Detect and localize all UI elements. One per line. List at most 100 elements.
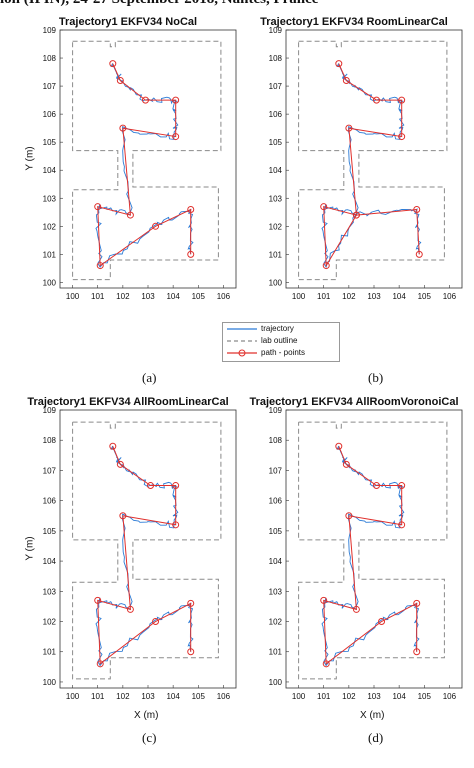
y-tick-label: 108 xyxy=(269,54,283,63)
path-point-marker xyxy=(187,648,195,656)
legend-label: path - points xyxy=(261,348,306,357)
y-tick-label: 109 xyxy=(43,406,57,415)
x-tick-label: 103 xyxy=(367,292,381,301)
path-point-marker xyxy=(345,124,353,132)
x-tick-label: 100 xyxy=(292,692,306,701)
panel-caption: (c) xyxy=(142,730,157,745)
path-point-marker xyxy=(147,482,155,490)
x-tick-label: 103 xyxy=(367,692,381,701)
path-point-marker xyxy=(373,482,381,490)
x-tick-label: 106 xyxy=(217,292,231,301)
path-point-marker xyxy=(342,76,350,84)
path-point-marker xyxy=(352,605,360,613)
x-tick-label: 105 xyxy=(192,692,206,701)
y-tick-label: 107 xyxy=(43,466,57,475)
path-point-marker xyxy=(172,521,180,529)
y-tick-label: 101 xyxy=(269,648,283,657)
legend-marker xyxy=(238,349,246,357)
path-point-marker xyxy=(322,262,330,270)
x-tick-label: 101 xyxy=(91,692,105,701)
y-tick-label: 106 xyxy=(269,497,283,506)
y-tick-label: 104 xyxy=(43,166,57,175)
x-tick-label: 102 xyxy=(116,292,130,301)
path-point-marker xyxy=(96,660,104,668)
path-points-line xyxy=(323,63,420,268)
path-point-marker xyxy=(352,211,360,219)
y-tick-label: 108 xyxy=(43,436,57,445)
plot-frame xyxy=(285,409,463,689)
trajectory-line xyxy=(95,63,194,268)
x-tick-label: 105 xyxy=(418,292,432,301)
y-tick-label: 108 xyxy=(43,54,57,63)
path-point-marker xyxy=(335,60,343,68)
path-point-marker xyxy=(109,442,117,450)
legend-label: lab outline xyxy=(261,336,298,345)
path-point-marker xyxy=(413,648,421,656)
y-tick-label: 107 xyxy=(269,466,283,475)
x-tick-label: 100 xyxy=(292,292,306,301)
x-tick-label: 101 xyxy=(91,292,105,301)
lab-outline-line xyxy=(298,40,448,281)
x-tick-label: 102 xyxy=(342,692,356,701)
x-tick-label: 103 xyxy=(141,292,155,301)
trajectory-line xyxy=(95,445,194,667)
y-tick-label: 101 xyxy=(43,250,57,259)
path-point-marker xyxy=(415,250,423,258)
chart-plot-area: 100 101 102 103 104 105 106 100 101 102 103 104 105 1… xyxy=(43,406,237,701)
path-point-marker xyxy=(398,482,406,490)
y-tick-label: 101 xyxy=(43,648,57,657)
panel-caption: (a) xyxy=(142,370,157,385)
y-tick-label: 106 xyxy=(43,497,57,506)
path-point-marker xyxy=(187,599,195,607)
plot-frame xyxy=(285,29,463,289)
y-tick-label: 107 xyxy=(269,82,283,91)
chart-title: Trajectory1 EKFV34 RoomLinearCal xyxy=(260,16,448,28)
chart-legend: trajectory lab outline path - points xyxy=(222,322,340,362)
x-tick-label: 101 xyxy=(317,692,331,701)
path-point-marker xyxy=(172,133,180,141)
path-point-marker xyxy=(345,512,353,520)
path-point-marker xyxy=(152,618,160,626)
x-tick-label: 106 xyxy=(443,292,457,301)
x-tick-label: 104 xyxy=(392,292,406,301)
path-point-marker xyxy=(119,512,127,520)
x-tick-label: 101 xyxy=(317,292,331,301)
y-tick-label: 102 xyxy=(269,222,283,231)
x-axis-label: X (m) xyxy=(360,710,385,721)
x-tick-label: 105 xyxy=(418,692,432,701)
path-point-marker xyxy=(172,482,180,490)
legend-item-trajectory: trajectory xyxy=(223,323,339,335)
path-points-line xyxy=(97,63,192,267)
path-point-marker xyxy=(94,596,102,604)
chart-title: Trajectory1 EKFV34 AllRoomLinearCal xyxy=(27,396,229,408)
path-point-marker xyxy=(320,203,328,211)
x-tick-label: 102 xyxy=(116,692,130,701)
chart-title: Trajectory1 EKFV34 AllRoomVoronoiCal xyxy=(249,396,459,408)
x-tick-label: 102 xyxy=(342,292,356,301)
x-tick-label: 104 xyxy=(166,692,180,701)
y-tick-label: 109 xyxy=(269,406,283,415)
y-tick-label: 100 xyxy=(269,678,283,687)
path-point-marker xyxy=(126,605,134,613)
path-point-marker xyxy=(187,205,195,213)
legend-label: trajectory xyxy=(261,324,294,333)
y-tick-label: 102 xyxy=(269,618,283,627)
panel-caption: (d) xyxy=(368,730,384,745)
path-point-marker xyxy=(413,599,421,607)
page-header-fragment: ion (IPIN), 24-27 September 2018, Nantes… xyxy=(0,0,474,13)
path-point-marker xyxy=(378,618,386,626)
path-point-marker xyxy=(172,96,180,104)
y-tick-label: 100 xyxy=(43,678,57,687)
path-point-marker xyxy=(398,133,406,141)
path-point-marker xyxy=(141,96,149,104)
y-tick-label: 104 xyxy=(43,557,57,566)
x-tick-label: 104 xyxy=(392,692,406,701)
plot-frame xyxy=(59,409,237,689)
legend-item-lab-outline: lab outline xyxy=(223,335,339,347)
chart-title: Trajectory1 EKFV34 NoCal xyxy=(58,16,198,28)
y-tick-label: 101 xyxy=(269,250,283,259)
x-axis-label: X (m) xyxy=(134,710,159,721)
path-point-marker xyxy=(398,521,406,529)
y-tick-label: 109 xyxy=(43,26,57,35)
y-tick-label: 109 xyxy=(269,26,283,35)
